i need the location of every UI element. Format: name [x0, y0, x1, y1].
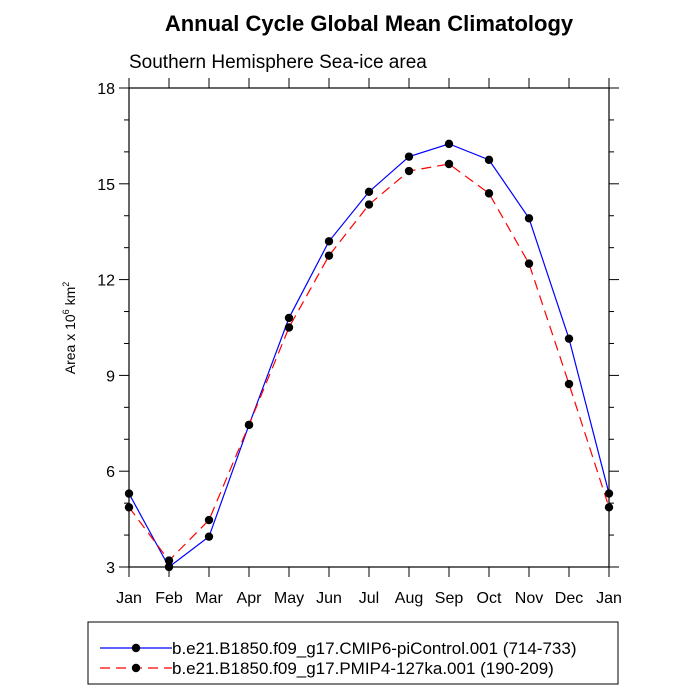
legend-marker-1	[131, 643, 141, 653]
data-point-s2-13	[604, 503, 614, 512]
x-tick-label: Nov	[515, 590, 543, 607]
data-point-s2-12	[564, 379, 574, 389]
data-point-s2-11	[524, 259, 534, 268]
y-tick-label: 12	[97, 273, 115, 290]
x-tick-label: Feb	[155, 590, 183, 607]
x-tick-label: Jul	[359, 590, 379, 607]
legend: b.e21.B1850.f09_g17.CMIP6-piControl.001 …	[87, 621, 619, 685]
x-tick-label: Oct	[477, 590, 502, 607]
data-point-s1-2	[164, 562, 174, 572]
data-point-s2-4	[244, 420, 254, 430]
chart-subtitle: Southern Hemisphere Sea-ice area	[129, 52, 427, 73]
y-tick-label: 9	[106, 368, 115, 385]
x-tick-label: May	[274, 590, 304, 607]
legend-marker-2	[131, 663, 141, 673]
data-point-s1-1	[124, 489, 134, 498]
data-point-s1-3	[204, 532, 214, 541]
data-point-s2-3	[204, 515, 214, 525]
x-tick-label: Jan	[116, 590, 142, 607]
data-point-s1-7	[364, 187, 374, 196]
legend-label-2: b.e21.B1850.f09_g17.PMIP4-127ka.001 (190…	[172, 659, 554, 678]
data-point-s1-11	[524, 214, 534, 223]
data-point-s1-9	[444, 139, 454, 149]
x-tick-label: Aug	[395, 590, 423, 607]
data-point-s2-5	[284, 323, 294, 332]
y-tick-label: 3	[106, 560, 115, 577]
plot-border	[128, 87, 610, 568]
data-point-s2-9	[444, 159, 454, 169]
series-line-2	[128, 163, 610, 562]
x-tick-label: Apr	[237, 590, 263, 607]
chart-title: Annual Cycle Global Mean Climatology	[165, 11, 574, 36]
legend-box	[87, 621, 619, 685]
data-point-s2-2	[164, 556, 174, 565]
y-axis: 3 6 9 12 15 18	[97, 81, 619, 577]
data-point-s2-8	[404, 166, 414, 176]
data-point-s1-10	[484, 155, 494, 165]
x-tick-label: Jun	[316, 590, 342, 607]
data-point-s1-12	[564, 334, 574, 343]
x-tick-label: Sep	[435, 590, 464, 607]
y-tick-label: 15	[97, 177, 115, 194]
data-point-s1-8	[404, 152, 414, 161]
data-point-s1-6	[324, 237, 334, 246]
legend-label-1: b.e21.B1850.f09_g17.CMIP6-piControl.001 …	[172, 639, 577, 658]
data-point-s2-1	[124, 503, 134, 512]
y-tick-label: 18	[97, 81, 115, 98]
data-point-s2-6	[324, 251, 334, 260]
series-points	[124, 139, 614, 572]
x-tick-label: Dec	[555, 590, 583, 607]
x-tick-label: Jan	[596, 590, 622, 607]
x-axis: Jan Feb Mar Apr May Jun Jul Aug Sep Oct Nov Dec Jan	[116, 78, 622, 607]
x-tick-label: Mar	[195, 590, 223, 607]
y-tick-label: 6	[106, 464, 115, 481]
data-point-s2-7	[364, 200, 374, 209]
data-point-s1-13	[604, 489, 614, 498]
data-point-s1-5	[284, 313, 294, 323]
y-axis-label: Area x 106 km2	[61, 282, 78, 375]
data-point-s2-10	[484, 189, 494, 198]
plot-area	[128, 87, 610, 568]
